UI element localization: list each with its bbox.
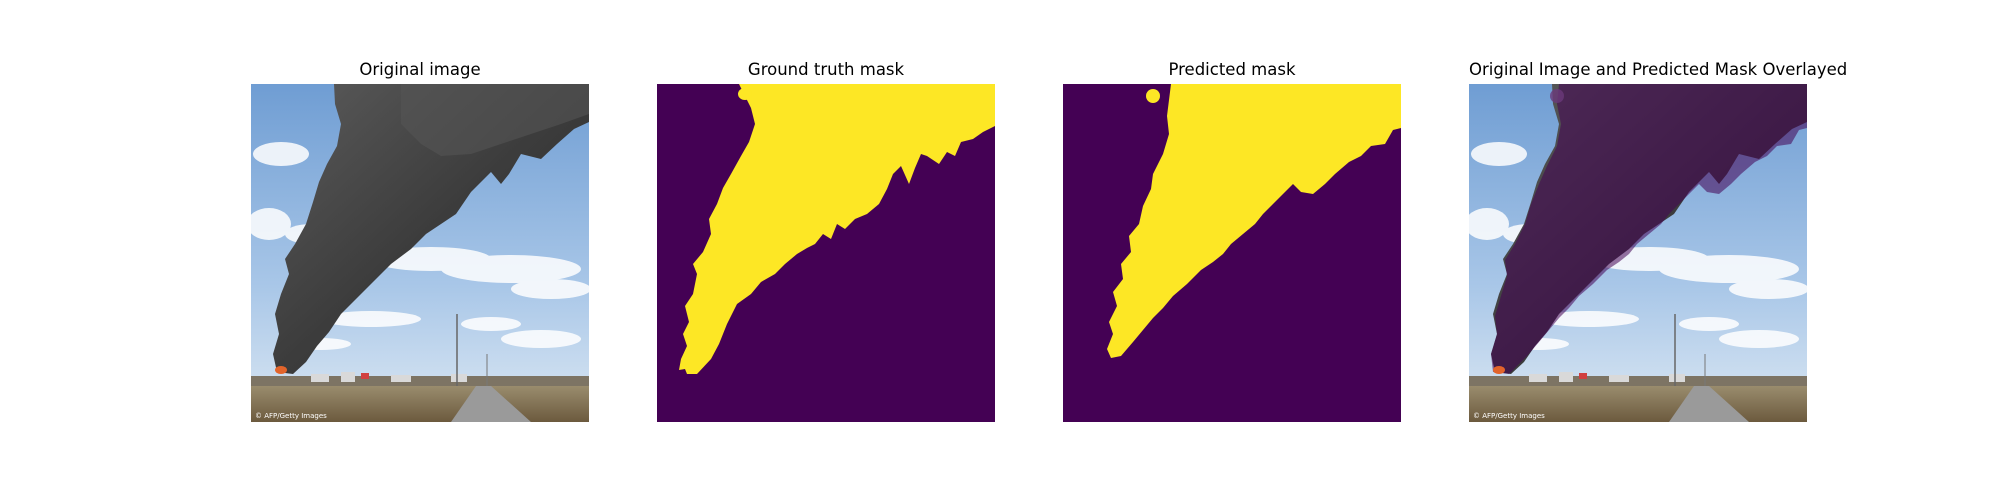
panel-title-predicted-mask: Predicted mask (1168, 60, 1296, 79)
panel-overlay: Original Image and Predicted Mask Overla… (1469, 0, 1848, 500)
overlay-predicted-mask (1491, 84, 1807, 374)
panel-title-overlay: Original Image and Predicted Mask Overla… (1469, 60, 1848, 79)
photo-credit-text: © AFP/Getty Images (255, 412, 327, 420)
panel-original-image: Original image (251, 0, 589, 500)
panel-title-ground-truth-mask: Ground truth mask (747, 60, 905, 79)
ground-truth-mask-image (657, 84, 995, 422)
panel-ground-truth-mask: Ground truth mask (657, 0, 995, 500)
original-image-photo: © AFP/Getty Images (251, 84, 589, 422)
panel-predicted-mask: Predicted mask (1063, 0, 1401, 500)
predicted-mask-image (1063, 84, 1401, 422)
panel-title-original-image: Original image (359, 60, 481, 79)
mask-foreground-smoke (1107, 84, 1401, 358)
photo-credit-text: © AFP/Getty Images (1473, 412, 1545, 420)
overlay-image: © AFP/Getty Images (1469, 84, 1807, 422)
mask-foreground-smoke (679, 84, 995, 374)
